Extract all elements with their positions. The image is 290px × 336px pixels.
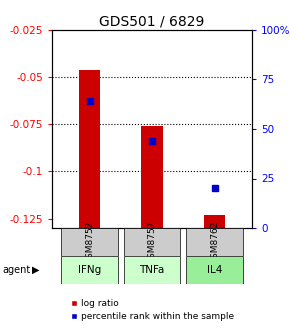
Bar [204, 215, 225, 228]
Bar [124, 256, 180, 284]
Text: ▶: ▶ [32, 265, 40, 275]
Text: GSM8757: GSM8757 [148, 220, 157, 264]
Text: IL4: IL4 [207, 265, 222, 275]
Text: TNFa: TNFa [139, 265, 165, 275]
Bar [186, 228, 243, 256]
Bar [61, 228, 118, 256]
Bar [141, 126, 163, 228]
Text: GSM8762: GSM8762 [210, 220, 219, 264]
Text: GSM8752: GSM8752 [85, 220, 94, 264]
Text: IFNg: IFNg [78, 265, 101, 275]
Bar [61, 256, 118, 284]
Bar [124, 228, 180, 256]
Text: agent: agent [3, 265, 31, 275]
Bar [186, 256, 243, 284]
Bar [79, 70, 100, 228]
Title: GDS501 / 6829: GDS501 / 6829 [99, 15, 205, 29]
Legend: log ratio, percentile rank within the sample: log ratio, percentile rank within the sa… [70, 299, 234, 321]
